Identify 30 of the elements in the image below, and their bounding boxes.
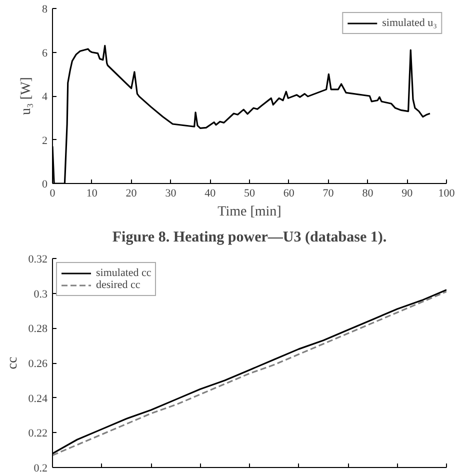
- legend-label: simulated u₃: [382, 17, 437, 29]
- y-axis-title: cc: [5, 356, 20, 370]
- y-tick-label: 0.26: [28, 358, 48, 370]
- y-tick-label: 0.24: [28, 392, 48, 405]
- x-tick-label: 80: [362, 188, 374, 200]
- legend-label: simulated cc: [96, 267, 152, 279]
- y-tick-label: 0.3: [34, 288, 48, 300]
- x-tick-label: 50: [244, 188, 256, 200]
- x-tick-label: 0: [50, 188, 56, 200]
- y-tick-label: 2: [42, 134, 48, 147]
- y-tick-label: 0.22: [28, 428, 48, 440]
- y-tick-label: 0: [42, 178, 48, 190]
- x-tick-label: 100: [438, 188, 456, 200]
- y-tick-label: 4: [42, 91, 48, 103]
- legend-label: desired cc: [96, 279, 140, 291]
- y-tick-label: 0.32: [28, 254, 48, 266]
- caption: Figure 8. Heating power—U3 (database 1).: [112, 230, 387, 246]
- x-axis-title: Time [min]: [218, 204, 282, 220]
- y-tick-label: 6: [42, 47, 48, 60]
- x-tick-label: 70: [322, 188, 334, 200]
- x-tick-label: 30: [165, 188, 177, 200]
- x-tick-label: 10: [86, 188, 98, 200]
- y-tick-label: 0.2: [34, 462, 48, 474]
- x-tick-label: 20: [126, 188, 138, 200]
- x-tick-label: 90: [402, 188, 414, 200]
- x-tick-label: 60: [283, 188, 295, 200]
- y-axis-title: u₃ [W]: [19, 77, 34, 115]
- x-tick-label: 40: [204, 188, 216, 200]
- y-tick-label: 0.28: [28, 323, 48, 336]
- y-tick-label: 8: [42, 4, 48, 16]
